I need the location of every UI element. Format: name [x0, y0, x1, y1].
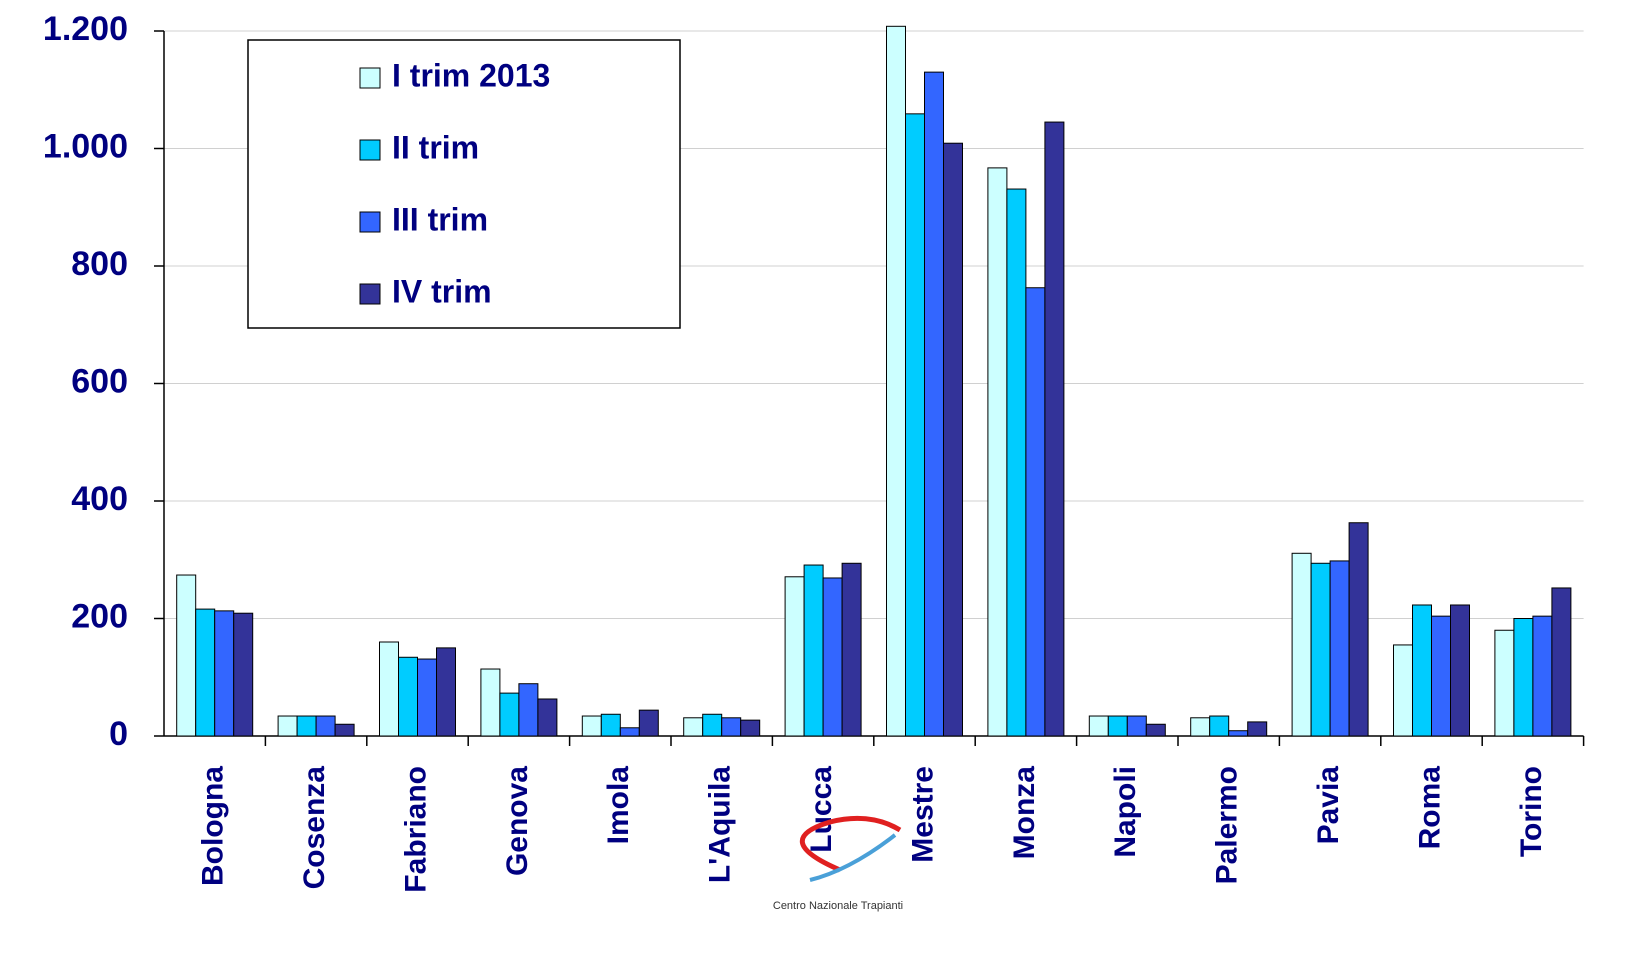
bar — [1126, 715, 1147, 737]
bar — [638, 709, 659, 737]
x-tick-label: Imola — [602, 766, 635, 845]
bar — [1006, 188, 1027, 737]
bar — [822, 577, 843, 737]
y-tick-label: 800 — [71, 245, 128, 283]
x-tick-label: Lucca — [805, 766, 838, 853]
bar — [1310, 562, 1331, 737]
x-tick-label: Cosenza — [298, 766, 331, 890]
x-tick-label: Monza — [1008, 766, 1041, 860]
bar — [1393, 644, 1413, 737]
bar — [334, 723, 355, 737]
logo-text: Centro Nazionale Trapianti — [773, 900, 903, 912]
bar — [1291, 552, 1312, 737]
bar — [740, 719, 761, 737]
bar — [841, 562, 862, 737]
bar — [683, 717, 704, 737]
y-tick-label: 1.000 — [43, 127, 128, 165]
bar — [233, 612, 254, 737]
legend: I trim 2013 II trim III trim IV trim — [247, 39, 681, 329]
logo-arc — [809, 833, 897, 882]
y-tick-label: 200 — [71, 597, 128, 635]
bar — [581, 715, 602, 737]
legend-label: I trim 2013 — [392, 57, 550, 93]
bar — [480, 668, 501, 737]
bar — [619, 727, 640, 737]
bar — [987, 167, 1008, 737]
bar — [721, 717, 742, 737]
bar — [1044, 121, 1065, 737]
x-tick-label: Mestre — [906, 766, 939, 863]
x-tick-label: Fabriano — [399, 766, 432, 893]
legend-swatch — [359, 139, 381, 161]
legend-box — [247, 39, 681, 329]
bar — [296, 715, 317, 737]
bar — [379, 641, 399, 737]
bar — [600, 713, 621, 737]
logo-arc — [799, 815, 902, 873]
bar — [1107, 715, 1128, 737]
y-tick-label: 1.200 — [43, 10, 128, 48]
bar — [1145, 723, 1166, 737]
bar — [499, 692, 520, 737]
bar — [1088, 715, 1109, 737]
bar — [1532, 615, 1553, 737]
x-tick-label: L'Aquila — [704, 766, 737, 883]
bar — [1025, 287, 1046, 737]
bar — [784, 576, 805, 737]
x-tick-label: Napoli — [1109, 766, 1142, 858]
bar — [537, 698, 558, 737]
x-tick-label: Palermo — [1211, 766, 1244, 884]
bar — [417, 658, 437, 737]
x-tick-label: Bologna — [197, 766, 230, 886]
bar — [214, 610, 235, 737]
legend-swatch — [359, 211, 381, 233]
bar — [943, 142, 963, 737]
bar — [176, 574, 197, 737]
bar — [803, 564, 824, 737]
bar — [1494, 629, 1515, 737]
bar — [1348, 522, 1369, 737]
bar — [1551, 587, 1572, 737]
bar — [1412, 604, 1432, 737]
legend-label: III trim — [392, 201, 488, 237]
bar — [886, 25, 906, 737]
bar — [315, 715, 336, 737]
y-tick-label: 0 — [109, 715, 128, 753]
bar — [1431, 615, 1451, 737]
legend-label: IV trim — [392, 273, 492, 309]
y-tick-label: 600 — [71, 362, 128, 400]
bar — [277, 715, 298, 737]
x-tick-label: Pavia — [1312, 766, 1345, 845]
bar — [398, 656, 418, 737]
legend-swatch — [359, 67, 381, 89]
bar — [1513, 618, 1534, 737]
bar — [1190, 717, 1211, 737]
x-tick-label: Roma — [1413, 766, 1446, 850]
x-tick-label: Genova — [501, 766, 534, 876]
bar — [1329, 560, 1350, 737]
bar — [924, 71, 944, 737]
bar — [1209, 715, 1230, 737]
bar — [905, 113, 925, 737]
bar — [518, 683, 539, 737]
bar — [1228, 730, 1249, 737]
logo: Centro Nazionale Trapianti — [773, 815, 903, 912]
bar — [436, 647, 456, 737]
bar — [195, 608, 216, 737]
legend-swatch — [359, 283, 381, 305]
legend-label: II trim — [392, 129, 479, 165]
bar — [1247, 721, 1268, 737]
bar — [702, 713, 723, 737]
x-tick-label: Torino — [1515, 766, 1548, 857]
y-tick-label: 400 — [71, 480, 128, 518]
bar — [1450, 604, 1470, 737]
